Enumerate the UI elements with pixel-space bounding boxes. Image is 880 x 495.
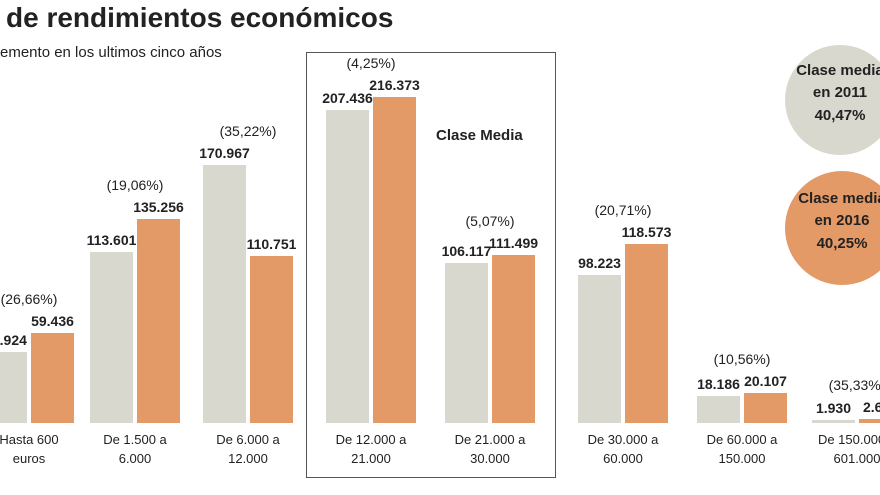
bar xyxy=(492,254,535,423)
bar xyxy=(578,274,621,423)
legend-label: Clase media en 2016 xyxy=(798,190,880,229)
value-label: 98.223 xyxy=(578,254,621,271)
value-label: 216.373 xyxy=(369,76,420,93)
change-label: (19,06%) xyxy=(106,176,164,193)
bar xyxy=(445,262,488,423)
bar xyxy=(90,251,133,423)
x-tick-label: De 12.000 a 21.000 xyxy=(335,432,407,466)
x-tick-label: De 21.000 a 30.000 xyxy=(454,432,526,466)
x-tick-label: Hasta 600 euros xyxy=(0,432,59,466)
value-label: 110.751 xyxy=(246,235,297,252)
value-label: 170.967 xyxy=(199,145,250,162)
highlight-box xyxy=(306,52,556,478)
legend-circle xyxy=(785,171,880,285)
value-label: 59.436 xyxy=(31,313,74,330)
change-label: (20,71%) xyxy=(594,202,652,219)
bar xyxy=(250,255,293,423)
x-tick-label: De 30.000 a 60.000 xyxy=(587,432,659,466)
value-label: 20.107 xyxy=(744,372,787,389)
value-label: 2.612 xyxy=(862,399,880,416)
bar xyxy=(0,352,27,423)
value-label: 106.117 xyxy=(441,242,492,259)
bar xyxy=(137,218,180,423)
bar xyxy=(697,395,740,423)
legend-circle xyxy=(785,45,880,155)
value-label: 207.436 xyxy=(322,90,373,107)
change-label: (10,56%) xyxy=(713,350,771,367)
x-tick-label: De 150.000 a 601.000 xyxy=(817,432,880,466)
value-label: 111.499 xyxy=(488,234,539,251)
bar xyxy=(326,110,369,423)
value-label: 1.930 xyxy=(815,400,852,417)
change-label: (5,07%) xyxy=(465,212,515,229)
value-label: 113.601 xyxy=(86,231,137,248)
value-label: 46.924 xyxy=(0,332,27,349)
change-label: (35,33%) xyxy=(828,377,880,394)
bar xyxy=(744,392,787,423)
bar xyxy=(31,333,74,423)
bar xyxy=(859,419,880,423)
change-label: (26,66%) xyxy=(0,291,58,308)
legend-label: Clase media en 2011 xyxy=(796,62,880,101)
chart-title: de rendimientos económicos xyxy=(6,2,394,33)
legend-value: 40,47% xyxy=(814,107,866,124)
x-tick-label: De 6.000 a 12.000 xyxy=(216,432,280,466)
chart-subtitle: emento en los ultimos cinco años xyxy=(0,44,222,61)
change-label: (4,25%) xyxy=(346,54,396,71)
highlight-label: Clase Media xyxy=(436,127,523,144)
value-label: 18.186 xyxy=(697,375,740,392)
bar xyxy=(812,420,855,423)
value-label: 135.256 xyxy=(133,198,184,215)
x-tick-label: De 1.500 a 6.000 xyxy=(103,432,167,466)
bar xyxy=(625,244,668,423)
bar xyxy=(373,96,416,423)
change-label: (35,22%) xyxy=(219,123,277,140)
legend-value: 40,25% xyxy=(816,235,868,252)
x-tick-label: De 60.000 a 150.000 xyxy=(706,432,778,466)
value-label: 118.573 xyxy=(621,224,672,241)
bar xyxy=(203,165,246,423)
